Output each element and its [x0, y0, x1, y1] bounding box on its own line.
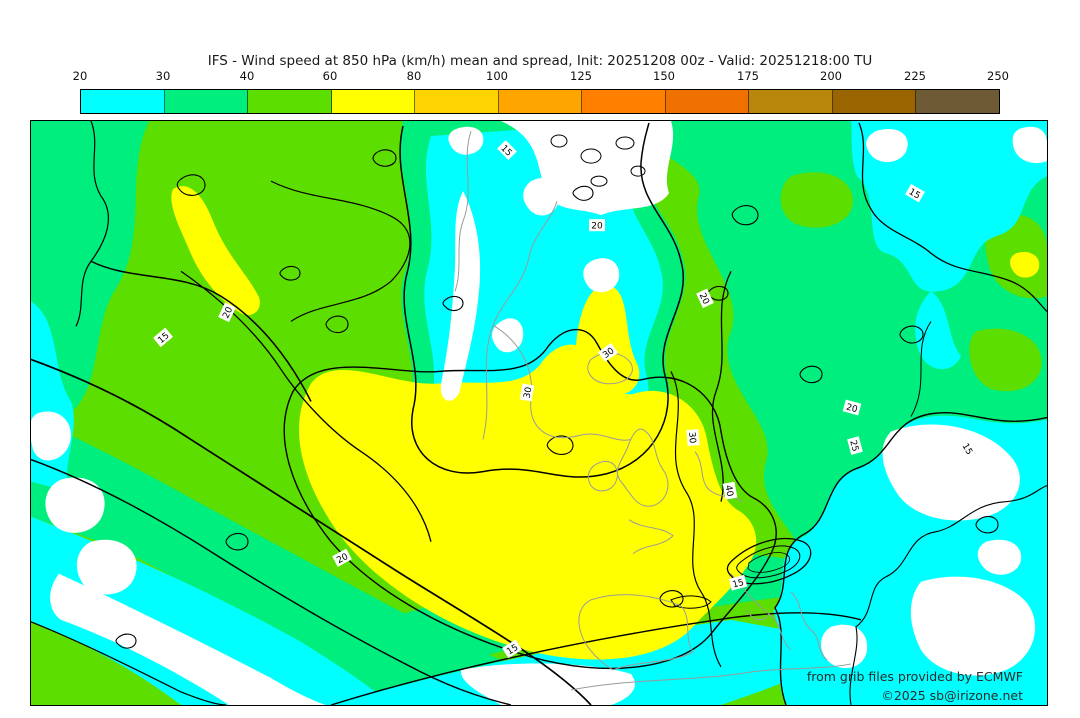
svg-text:30: 30: [686, 432, 697, 445]
fill-layer: [31, 121, 1047, 705]
svg-text:20: 20: [845, 403, 859, 416]
colorbar-tick: 225: [904, 69, 926, 83]
colorbar-tick: 40: [239, 69, 255, 83]
attribution-source: from grib files provided by ECMWF: [806, 669, 1023, 684]
contour-label: 30: [519, 383, 535, 402]
colorbar-tick: 125: [570, 69, 592, 83]
colorbar-tick: 60: [322, 69, 338, 83]
colorbar-segment: [665, 90, 750, 113]
svg-text:20: 20: [591, 222, 603, 232]
contour-label: 20: [589, 219, 605, 232]
colorbar-tick: 30: [155, 69, 171, 83]
contour-label: 15: [728, 574, 748, 591]
contour-label: 20: [218, 302, 236, 323]
colorbar-ticks: 20 30 40 60 80 100 125 150 175 200 225 2…: [0, 69, 1080, 84]
svg-text:40: 40: [723, 484, 735, 497]
colorbar-tick: 200: [820, 69, 842, 83]
contour-label: 15: [958, 438, 978, 459]
colorbar-tick: 175: [737, 69, 759, 83]
contour-label-layer: 15 20 15 20 20 30 30 20 15 30 20 25 15 1…: [153, 140, 978, 659]
colorbar-segment: [498, 90, 583, 113]
svg-text:15: 15: [732, 578, 746, 591]
contour-label: 40: [723, 481, 738, 500]
contour-label: 30: [686, 429, 700, 447]
colorbar-segment: [164, 90, 249, 113]
contour-label: 20: [842, 399, 862, 416]
contour-label: 25: [847, 436, 863, 455]
svg-text:25: 25: [847, 439, 860, 453]
svg-text:20: 20: [697, 292, 711, 307]
colorbar-segment: [248, 90, 332, 113]
colorbar-tick: 80: [406, 69, 422, 83]
colorbar-segment: [81, 90, 165, 113]
colorbar-segment: [916, 90, 1000, 113]
colorbar: [80, 89, 1000, 114]
page-title: IFS - Wind speed at 850 hPa (km/h) mean …: [207, 53, 873, 69]
svg-text:15: 15: [907, 187, 922, 201]
map-canvas: 15 20 15 20 20 30 30 20 15 30 20 25 15 1…: [31, 121, 1047, 705]
contour-label: 15: [905, 183, 925, 203]
coastline-layer: [454, 130, 852, 691]
colorbar-tick: 250: [987, 69, 1009, 83]
contour-label: 20: [696, 288, 714, 309]
colorbar-tick: 20: [72, 69, 88, 83]
colorbar-tick: 150: [653, 69, 675, 83]
attribution-copyright: ©2025 sb@irizone.net: [881, 688, 1023, 703]
colorbar-segment: [749, 90, 833, 113]
weather-map: 15 20 15 20 20 30 30 20 15 30 20 25 15 1…: [30, 120, 1048, 706]
colorbar-tick: 100: [486, 69, 508, 83]
svg-text:15: 15: [960, 442, 974, 457]
svg-text:20: 20: [221, 305, 235, 320]
colorbar-segment: [832, 90, 917, 113]
colorbar-segment: [582, 90, 666, 113]
svg-text:30: 30: [523, 386, 535, 399]
svg-text:20: 20: [335, 552, 350, 566]
contour-label: 20: [332, 548, 352, 567]
colorbar-segment: [415, 90, 499, 113]
colorbar-segment: [331, 90, 416, 113]
